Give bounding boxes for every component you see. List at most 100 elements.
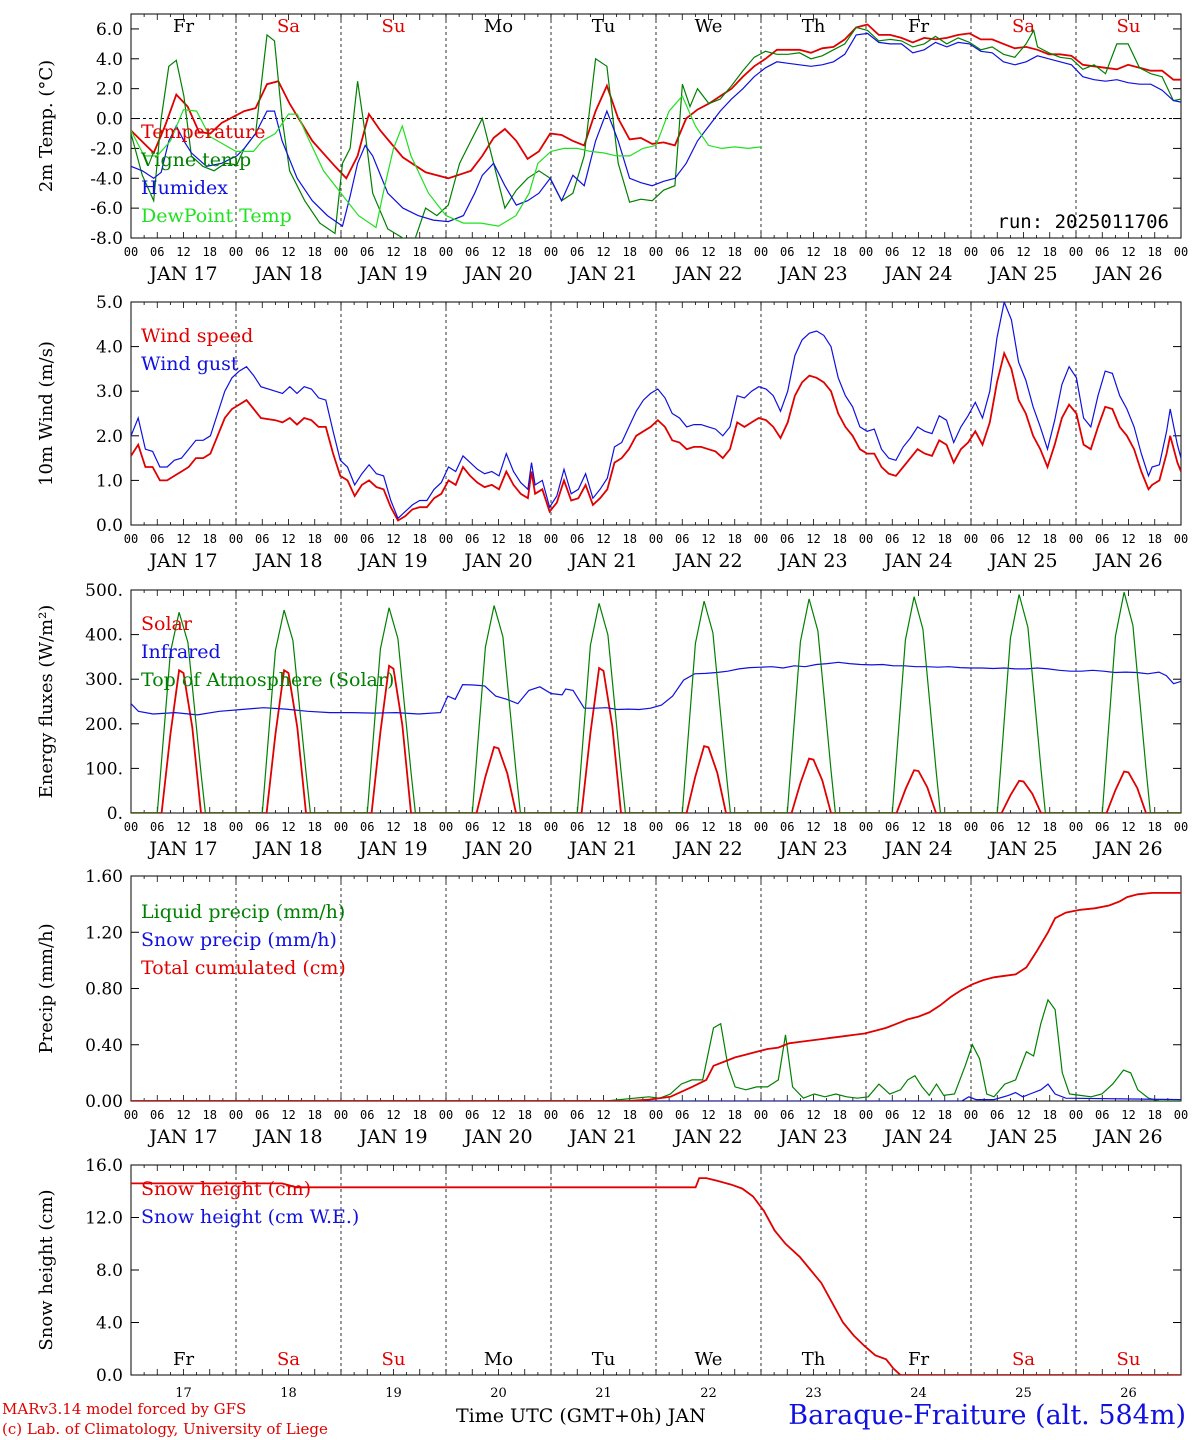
wind-y-tick-label: 5.0	[96, 293, 123, 313]
temp-hour-tick-label: 06	[885, 245, 899, 259]
wind-hour-tick-label: 18	[938, 532, 952, 546]
precip-y-tick-label: 0.80	[85, 980, 123, 1000]
snow-day-number-label: 20	[490, 1386, 507, 1401]
precip-hour-tick-label: 00	[964, 1108, 978, 1122]
wind-date-label: JAN 20	[462, 550, 532, 572]
flux-hour-tick-label: 00	[229, 820, 243, 834]
wind-hour-tick-label: 12	[596, 532, 610, 546]
snow-weekday-label: Tu	[592, 1349, 616, 1370]
temp-hour-tick-label: 12	[806, 245, 820, 259]
wind-hour-tick-label: 12	[176, 532, 190, 546]
wind-date-label: JAN 19	[357, 550, 427, 572]
temp-hour-tick-label: 00	[1069, 245, 1083, 259]
wind-date-label: JAN 17	[147, 550, 217, 572]
temp-weekday-label: Sa	[277, 16, 300, 37]
wind-hour-tick-label: 18	[518, 532, 532, 546]
temp-weekday-label: Th	[802, 16, 826, 37]
precip-hour-tick-label: 00	[124, 1108, 138, 1122]
temp-hour-tick-label: 12	[701, 245, 715, 259]
flux-hour-tick-label: 18	[623, 820, 637, 834]
temp-weekday-label: Sa	[1012, 16, 1035, 37]
wind-hour-tick-label: 12	[911, 532, 925, 546]
precip-y-axis-label: Precip (mm/h)	[36, 923, 57, 1053]
precip-date-label: JAN 24	[882, 1126, 952, 1148]
snow-day-number-label: 26	[1120, 1386, 1137, 1401]
precip-hour-tick-label: 18	[413, 1108, 427, 1122]
precip-hour-tick-label: 06	[570, 1108, 584, 1122]
temp-weekday-label: Fr	[908, 16, 929, 37]
wind-date-label: JAN 25	[987, 550, 1057, 572]
temp-hour-tick-label: 18	[1043, 245, 1057, 259]
temp-weekday-label: Su	[1117, 16, 1141, 37]
flux-hour-tick-label: 12	[911, 820, 925, 834]
station-title: Baraque-Fraiture (alt. 584m)	[788, 1400, 1186, 1431]
wind-hour-tick-label: 06	[1095, 532, 1109, 546]
temp-date-label: JAN 20	[462, 263, 532, 285]
precip-date-label: JAN 22	[672, 1126, 742, 1148]
flux-hour-tick-label: 18	[833, 820, 847, 834]
wind-date-label: JAN 18	[252, 550, 322, 572]
flux-hour-tick-label: 00	[124, 820, 138, 834]
wind-hour-tick-label: 00	[754, 532, 768, 546]
wind-hour-tick-label: 06	[675, 532, 689, 546]
flux-date-label: JAN 17	[147, 838, 217, 860]
flux-hour-tick-label: 12	[281, 820, 295, 834]
flux-date-label: JAN 22	[672, 838, 742, 860]
wind-date-label: JAN 24	[882, 550, 952, 572]
wind-hour-tick-label: 12	[491, 532, 505, 546]
temp-hour-tick-label: 18	[833, 245, 847, 259]
precip-hour-tick-label: 12	[806, 1108, 820, 1122]
flux-y-axis-label: Energy fluxes (W/m²)	[36, 605, 57, 799]
temp-hour-tick-label: 00	[754, 245, 768, 259]
precip-date-label: JAN 23	[777, 1126, 847, 1148]
temp-run-annotation: run: 2025011706	[997, 211, 1169, 233]
temp-y-axis-label: 2m Temp. (°C)	[36, 60, 57, 192]
temp-hour-tick-label: 06	[990, 245, 1004, 259]
temp-hour-tick-label: 18	[1148, 245, 1162, 259]
snow-y-axis-label: Snow height (cm)	[36, 1189, 57, 1350]
precip-date-label: JAN 18	[252, 1126, 322, 1148]
flux-hour-tick-label: 06	[465, 820, 479, 834]
wind-date-label: JAN 23	[777, 550, 847, 572]
flux-hour-tick-label: 12	[1121, 820, 1135, 834]
wind-hour-tick-label: 00	[439, 532, 453, 546]
temp-date-label: JAN 26	[1092, 263, 1162, 285]
precip-hour-tick-label: 00	[544, 1108, 558, 1122]
temp-hour-tick-label: 12	[596, 245, 610, 259]
wind-hour-tick-label: 00	[334, 532, 348, 546]
snow-weekday-label: Mo	[484, 1349, 513, 1370]
model-credit: MARv3.14 model forced by GFS	[2, 1400, 247, 1418]
precip-hour-tick-label: 06	[1095, 1108, 1109, 1122]
wind-hour-tick-label: 06	[465, 532, 479, 546]
temp-series-temperature	[131, 23, 1181, 180]
temp-hour-tick-label: 06	[150, 245, 164, 259]
precip-hour-tick-label: 06	[360, 1108, 374, 1122]
temp-series-humidex	[131, 32, 1181, 228]
snow-day-number-label: 23	[805, 1386, 822, 1401]
temp-hour-tick-label: 18	[413, 245, 427, 259]
temp-hour-tick-label: 06	[675, 245, 689, 259]
wind-hour-tick-label: 06	[570, 532, 584, 546]
flux-hour-tick-label: 18	[728, 820, 742, 834]
precip-hour-tick-label: 00	[649, 1108, 663, 1122]
temp-series-dewpoint-temp	[131, 94, 762, 229]
precip-legend-total-cumulated-cm-: Total cumulated (cm)	[141, 957, 346, 979]
temp-weekday-label: Su	[382, 16, 406, 37]
wind-hour-tick-label: 18	[1148, 532, 1162, 546]
temp-hour-tick-label: 00	[649, 245, 663, 259]
flux-hour-tick-label: 12	[701, 820, 715, 834]
temp-hour-tick-label: 12	[1016, 245, 1030, 259]
flux-hour-tick-label: 00	[1174, 820, 1188, 834]
snow-y-tick-label: 4.0	[96, 1314, 123, 1334]
precip-hour-tick-label: 12	[491, 1108, 505, 1122]
lab-credit: (c) Lab. of Climatology, University of L…	[2, 1420, 328, 1438]
temp-hour-tick-label: 06	[360, 245, 374, 259]
temp-date-label: JAN 21	[567, 263, 637, 285]
temp-hour-tick-label: 18	[308, 245, 322, 259]
snow-day-number-label: 24	[910, 1386, 927, 1401]
temp-y-tick-label: -8.0	[90, 229, 123, 249]
precip-hour-tick-label: 06	[255, 1108, 269, 1122]
flux-hour-tick-label: 18	[518, 820, 532, 834]
temp-hour-tick-label: 12	[911, 245, 925, 259]
temp-hour-tick-label: 00	[1174, 245, 1188, 259]
